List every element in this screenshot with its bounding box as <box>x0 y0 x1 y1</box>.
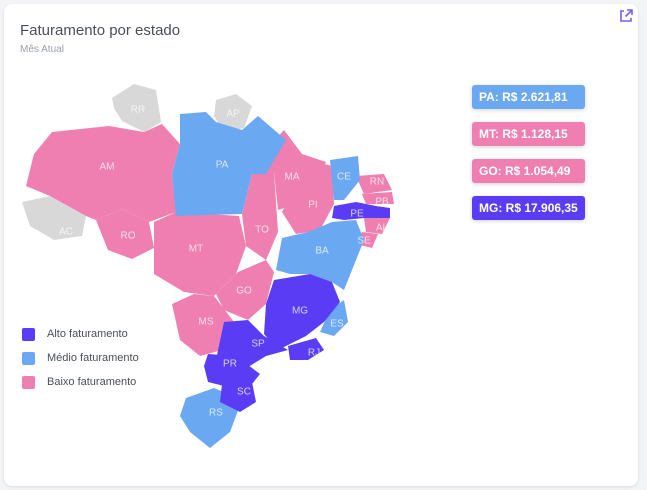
state-label-ce: CE <box>337 172 351 183</box>
state-go[interactable] <box>216 260 274 320</box>
state-label-mg: MG <box>292 306 308 317</box>
state-label-pi: PI <box>308 200 317 211</box>
legend-item-medio[interactable]: Médio faturamento <box>22 346 139 370</box>
billing-by-state-card: Faturamento por estado Mês Atual <box>4 4 638 486</box>
state-rj[interactable] <box>288 338 324 360</box>
state-label-ap: AP <box>226 109 240 120</box>
brazil-map: RR AP AM PA AC RO MT TO MA PI CE RN PB P… <box>22 84 394 448</box>
state-ro[interactable] <box>96 209 154 259</box>
state-ac[interactable] <box>22 196 86 240</box>
state-ba[interactable] <box>276 220 364 290</box>
state-label-pb: PB <box>375 197 389 208</box>
state-value-list: PA: R$ 2.621,81 MT: R$ 1.128,15 GO: R$ 1… <box>472 85 585 233</box>
state-pr[interactable] <box>204 354 260 388</box>
state-label-to: TO <box>255 225 269 236</box>
legend-label: Baixo faturamento <box>47 376 137 388</box>
state-pe[interactable] <box>332 202 390 220</box>
state-value-badge: MG: R$ 17.906,35 <box>472 196 585 220</box>
state-label-ba: BA <box>315 246 329 257</box>
legend-swatch <box>22 375 35 389</box>
legend-swatch <box>22 351 35 365</box>
state-mg[interactable] <box>264 274 340 350</box>
state-al[interactable] <box>364 218 390 234</box>
state-value-badge: MT: R$ 1.128,15 <box>472 122 585 146</box>
state-label-pa: PA <box>216 160 229 171</box>
state-label-es: ES <box>330 319 344 330</box>
state-label-mt: MT <box>189 244 203 255</box>
state-label-am: AM <box>100 162 115 173</box>
state-to[interactable] <box>242 172 278 260</box>
state-pi[interactable] <box>282 160 334 234</box>
state-label-rs: RS <box>209 408 223 419</box>
state-rn[interactable] <box>356 174 392 194</box>
state-ap[interactable] <box>214 94 252 132</box>
legend-swatch <box>22 327 35 341</box>
state-value-badge: GO: R$ 1.054,49 <box>472 159 585 183</box>
state-ce[interactable] <box>330 156 360 200</box>
state-rr[interactable] <box>112 84 161 132</box>
state-label-rn: RN <box>370 177 384 188</box>
state-label-sp: SP <box>251 339 265 350</box>
state-mt[interactable] <box>154 212 246 296</box>
state-label-al: AL <box>376 223 389 234</box>
state-label-pr: PR <box>223 359 237 370</box>
legend-label: Alto faturamento <box>47 328 128 340</box>
state-ms[interactable] <box>172 294 234 356</box>
state-label-se: SE <box>357 236 371 247</box>
state-label-ma: MA <box>285 172 300 183</box>
state-label-pe: PE <box>350 209 364 220</box>
state-label-go: GO <box>236 286 252 297</box>
external-link-icon[interactable] <box>618 8 634 24</box>
legend-item-baixo[interactable]: Baixo faturamento <box>22 370 139 394</box>
legend-item-alto[interactable]: Alto faturamento <box>22 322 139 346</box>
legend-label: Médio faturamento <box>47 352 139 364</box>
state-pa[interactable] <box>172 112 286 216</box>
state-es[interactable] <box>320 300 348 336</box>
state-value-badge: PA: R$ 2.621,81 <box>472 85 585 109</box>
state-label-ac: AC <box>59 227 73 238</box>
state-label-ro: RO <box>121 231 136 242</box>
state-am[interactable] <box>26 124 180 222</box>
map-legend: Alto faturamento Médio faturamento Baixo… <box>22 322 139 394</box>
state-label-rj: RJ <box>308 348 320 359</box>
state-pb[interactable] <box>362 192 394 204</box>
card-title: Faturamento por estado <box>20 22 181 39</box>
state-label-sc: SC <box>237 387 251 398</box>
state-sc[interactable] <box>220 382 256 412</box>
state-label-ms: MS <box>199 317 214 328</box>
card-subtitle: Mês Atual <box>20 44 64 55</box>
state-label-rr: RR <box>131 105 145 116</box>
